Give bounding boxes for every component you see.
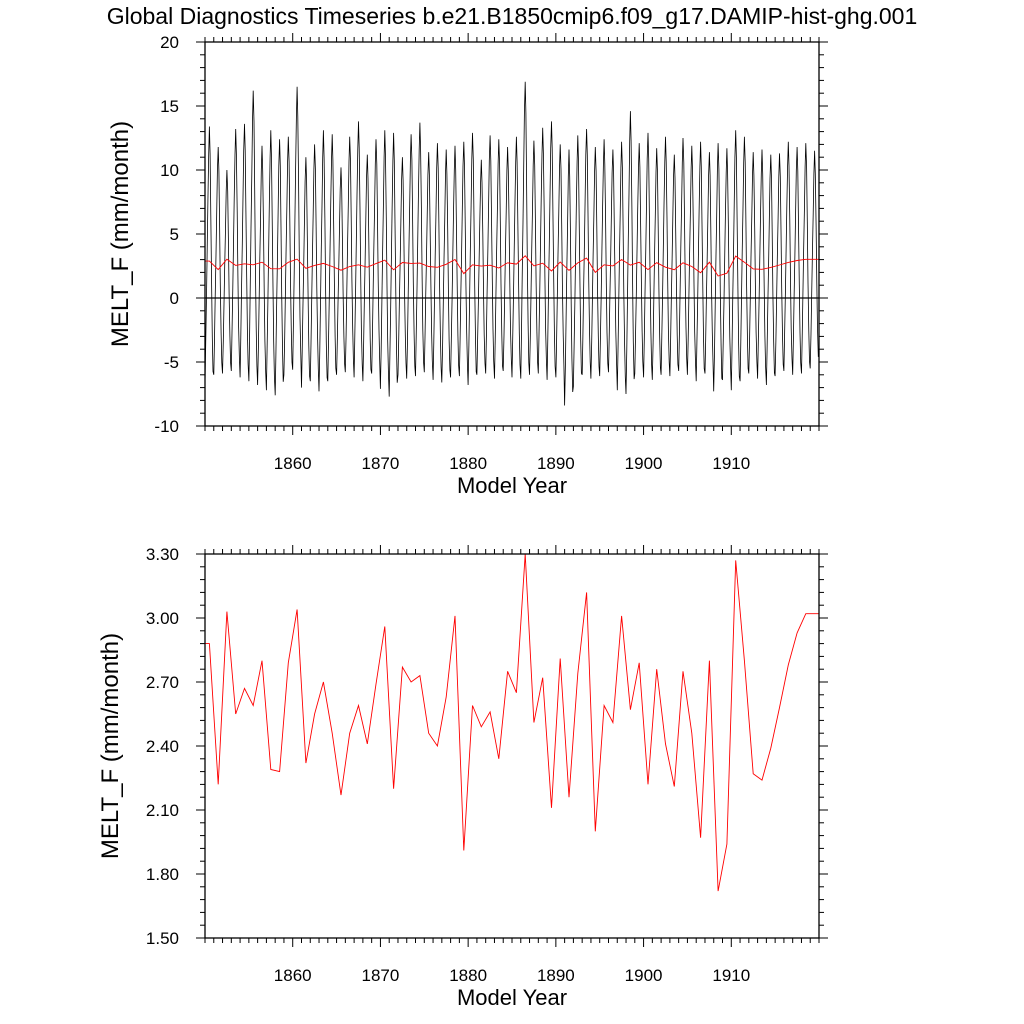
bottom-x-tick-label: 1900 [625,966,663,985]
bottom-y-tick-label: 1.80 [146,865,179,884]
top-y-axis-label: MELT_F (mm/month) [107,121,134,347]
top-y-tick-label: 20 [160,33,179,52]
bottom-y-axis-label: MELT_F (mm/month) [97,633,124,859]
bottom-y-tick-label: 2.40 [146,737,179,756]
bottom-y-tick-label: 1.50 [146,929,179,948]
top-x-tick-label: 1860 [274,454,312,473]
top-y-tick-label: -10 [154,417,179,436]
bottom-x-tick-label: 1870 [362,966,400,985]
top-panel: 1860 1870 1880 1890 1900 1910 -10 -5 0 5 10 15 20 ME… [107,33,828,498]
top-x-tick-label: 1890 [537,454,575,473]
top-x-tick-label: 1900 [625,454,663,473]
top-y-tick-label: 15 [160,97,179,116]
top-y-tick-label: 0 [170,289,179,308]
bottom-y-tick-label: 3.00 [146,609,179,628]
top-x-tick-label: 1870 [362,454,400,473]
bottom-x-tick-label: 1890 [537,966,575,985]
top-x-tick-label: 1910 [712,454,750,473]
bottom-x-tick-label: 1910 [712,966,750,985]
top-x-axis-label: Model Year [457,473,567,498]
top-x-tick-label: 1880 [449,454,487,473]
bottom-y-tick-label: 2.70 [146,673,179,692]
bottom-x-tick-label: 1860 [274,966,312,985]
bottom-plot-area: 1860 1870 1880 1890 1900 1910 1.50 1.80 2.10 2.40… [146,545,828,985]
bottom-panel: 1860 1870 1880 1890 1900 1910 1.50 1.80 2.10 2.40… [97,545,828,1010]
bottom-x-tick-label: 1880 [449,966,487,985]
top-y-tick-label: 5 [170,225,179,244]
bottom-y-tick-label: 2.10 [146,801,179,820]
top-series-annual-line [205,255,819,277]
bottom-series-annual-line [205,554,819,892]
top-y-tick-label: -5 [164,353,179,372]
bottom-x-axis-label: Model Year [457,985,567,1010]
figure-title: Global Diagnostics Timeseries b.e21.B185… [107,3,918,29]
top-series-monthly-line [205,81,819,406]
top-plot-area: 1860 1870 1880 1890 1900 1910 -10 -5 0 5 10 15 20 [154,33,828,473]
bottom-y-tick-label: 3.30 [146,545,179,564]
top-y-tick-label: 10 [160,161,179,180]
